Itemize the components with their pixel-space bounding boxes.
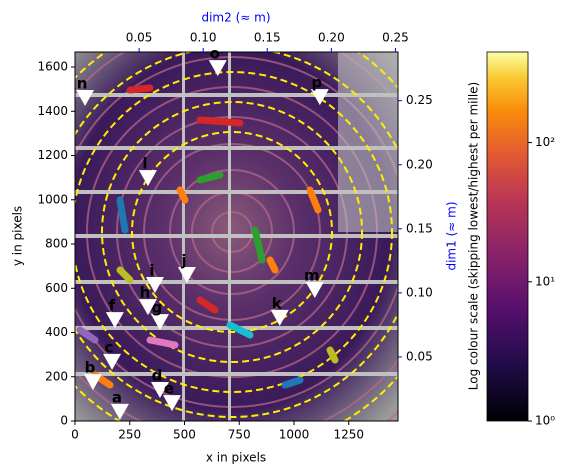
marker	[138, 299, 157, 316]
marker	[145, 276, 164, 293]
point-label: l	[142, 155, 147, 173]
marker	[208, 60, 227, 77]
y-tick-label: 1600	[37, 60, 68, 74]
marker	[83, 374, 102, 391]
y-tick-label: 200	[45, 369, 68, 383]
point-label: f	[109, 297, 116, 315]
colorbar-tick-label: 10¹	[535, 274, 555, 288]
y2-tick-label: 0.15	[406, 221, 433, 235]
colorbar-tick-label: 10²	[535, 135, 555, 149]
colorbar-label: Log colour scale (skipping lowest/highes…	[467, 82, 481, 390]
y-tick-label: 800	[45, 237, 68, 251]
point-label: h	[140, 284, 151, 302]
point-label: p	[311, 74, 322, 92]
marker	[110, 403, 129, 420]
y-tick-label: 1000	[37, 192, 68, 206]
marker	[177, 266, 196, 283]
x2-tick-label: 0.05	[126, 31, 153, 45]
point-label: n	[77, 75, 88, 93]
point-label: g	[152, 299, 163, 317]
colorbar-tick-label: 10⁰	[535, 414, 555, 428]
x2-tick-label: 0.15	[254, 31, 281, 45]
point-label: c	[105, 338, 114, 356]
plot-frame	[74, 51, 399, 422]
y2-axis-label: dim1 (≈ m)	[445, 201, 459, 270]
marker	[150, 382, 169, 399]
x2-tick-label: 0.10	[190, 31, 217, 45]
point-label: b	[85, 359, 96, 377]
point-label: o	[210, 45, 220, 63]
segments	[76, 84, 339, 389]
marker	[103, 353, 122, 370]
point-label: k	[272, 294, 283, 312]
point-label: m	[304, 267, 320, 285]
point-label: j	[180, 251, 186, 269]
point-label: e	[164, 380, 174, 398]
y-tick-label: 1200	[37, 148, 68, 162]
marker	[305, 282, 324, 299]
point-label: a	[112, 388, 122, 406]
x-tick-label: 750	[228, 428, 251, 442]
marker	[138, 170, 157, 187]
marker	[270, 309, 289, 326]
point-label: d	[152, 367, 163, 385]
x-tick-label: 1000	[279, 428, 310, 442]
y2-tick-label: 0.05	[406, 349, 433, 363]
y-axis-label: y in pixels	[11, 206, 25, 266]
dashed-rings	[75, 52, 398, 421]
x2-axis-label: dim2 (≈ m)	[201, 11, 270, 25]
marker	[150, 314, 169, 331]
x-tick-label: 250	[118, 428, 141, 442]
y-tick-label: 0	[60, 414, 68, 428]
marker	[310, 89, 329, 106]
marker	[163, 395, 182, 412]
point-label: i	[149, 261, 154, 279]
x2-tick-label: 0.25	[382, 31, 409, 45]
y-tick-label: 600	[45, 281, 68, 295]
colorbar	[486, 51, 529, 422]
y2-tick-label: 0.25	[406, 93, 433, 107]
x-tick-label: 1250	[333, 428, 364, 442]
marker	[105, 312, 124, 329]
x2-tick-label: 0.20	[318, 31, 345, 45]
y-tick-label: 400	[45, 325, 68, 339]
x-tick-label: 0	[71, 428, 79, 442]
x-tick-label: 500	[173, 428, 196, 442]
y2-tick-label: 0.20	[406, 157, 433, 171]
marker	[76, 90, 95, 107]
y2-tick-label: 0.10	[406, 285, 433, 299]
y-tick-label: 1400	[37, 104, 68, 118]
x-axis-label: x in pixels	[206, 451, 266, 465]
image	[75, 52, 398, 421]
